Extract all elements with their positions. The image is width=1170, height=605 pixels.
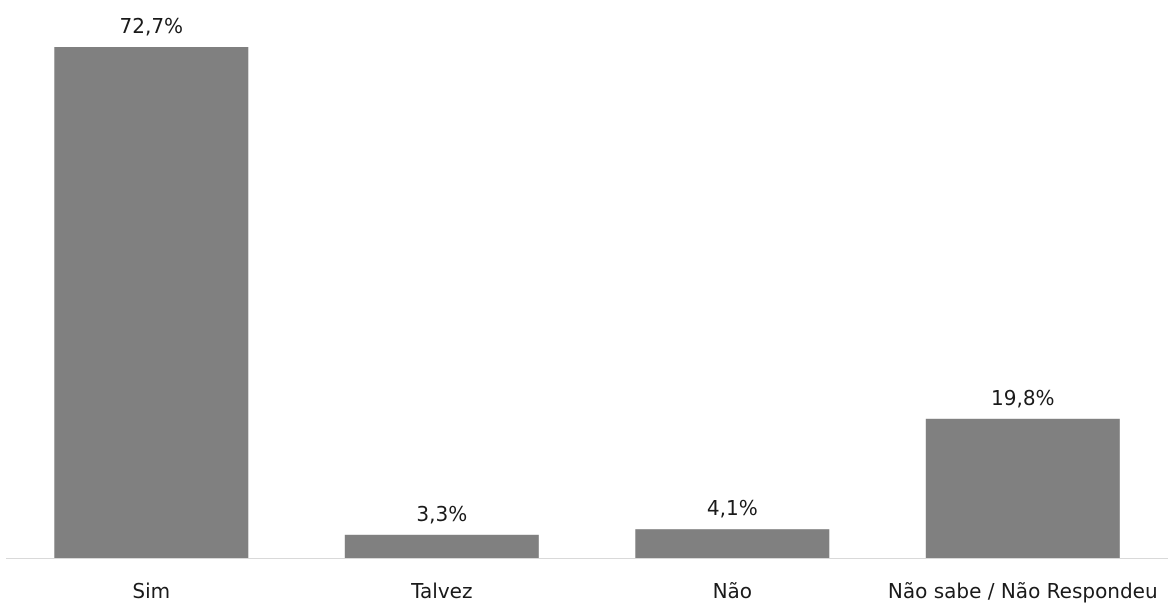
data-label-nao: 4,1%: [707, 496, 758, 520]
x-tick-label-sim: Sim: [132, 579, 170, 603]
data-labels-group: 72,7% 3,3% 4,1% 19,8%: [120, 14, 1055, 526]
data-label-talvez: 3,3%: [416, 502, 467, 526]
data-label-sim: 72,7%: [120, 14, 184, 38]
bars-group: [54, 47, 1120, 558]
bar-nao-sabe-nao-respondeu: [925, 418, 1120, 558]
x-tick-label-talvez: Talvez: [410, 579, 472, 603]
bar-talvez: [344, 534, 539, 558]
x-tick-label-nao-sabe-nao-respondeu: Não sabe / Não Respondeu: [888, 579, 1158, 603]
x-tick-labels-group: Sim Talvez Não Não sabe / Não Respondeu: [132, 579, 1157, 603]
bar-sim: [54, 47, 249, 558]
bar-nao: [635, 529, 830, 558]
data-label-nao-sabe-nao-respondeu: 19,8%: [991, 386, 1055, 410]
x-tick-label-nao: Não: [713, 579, 752, 603]
